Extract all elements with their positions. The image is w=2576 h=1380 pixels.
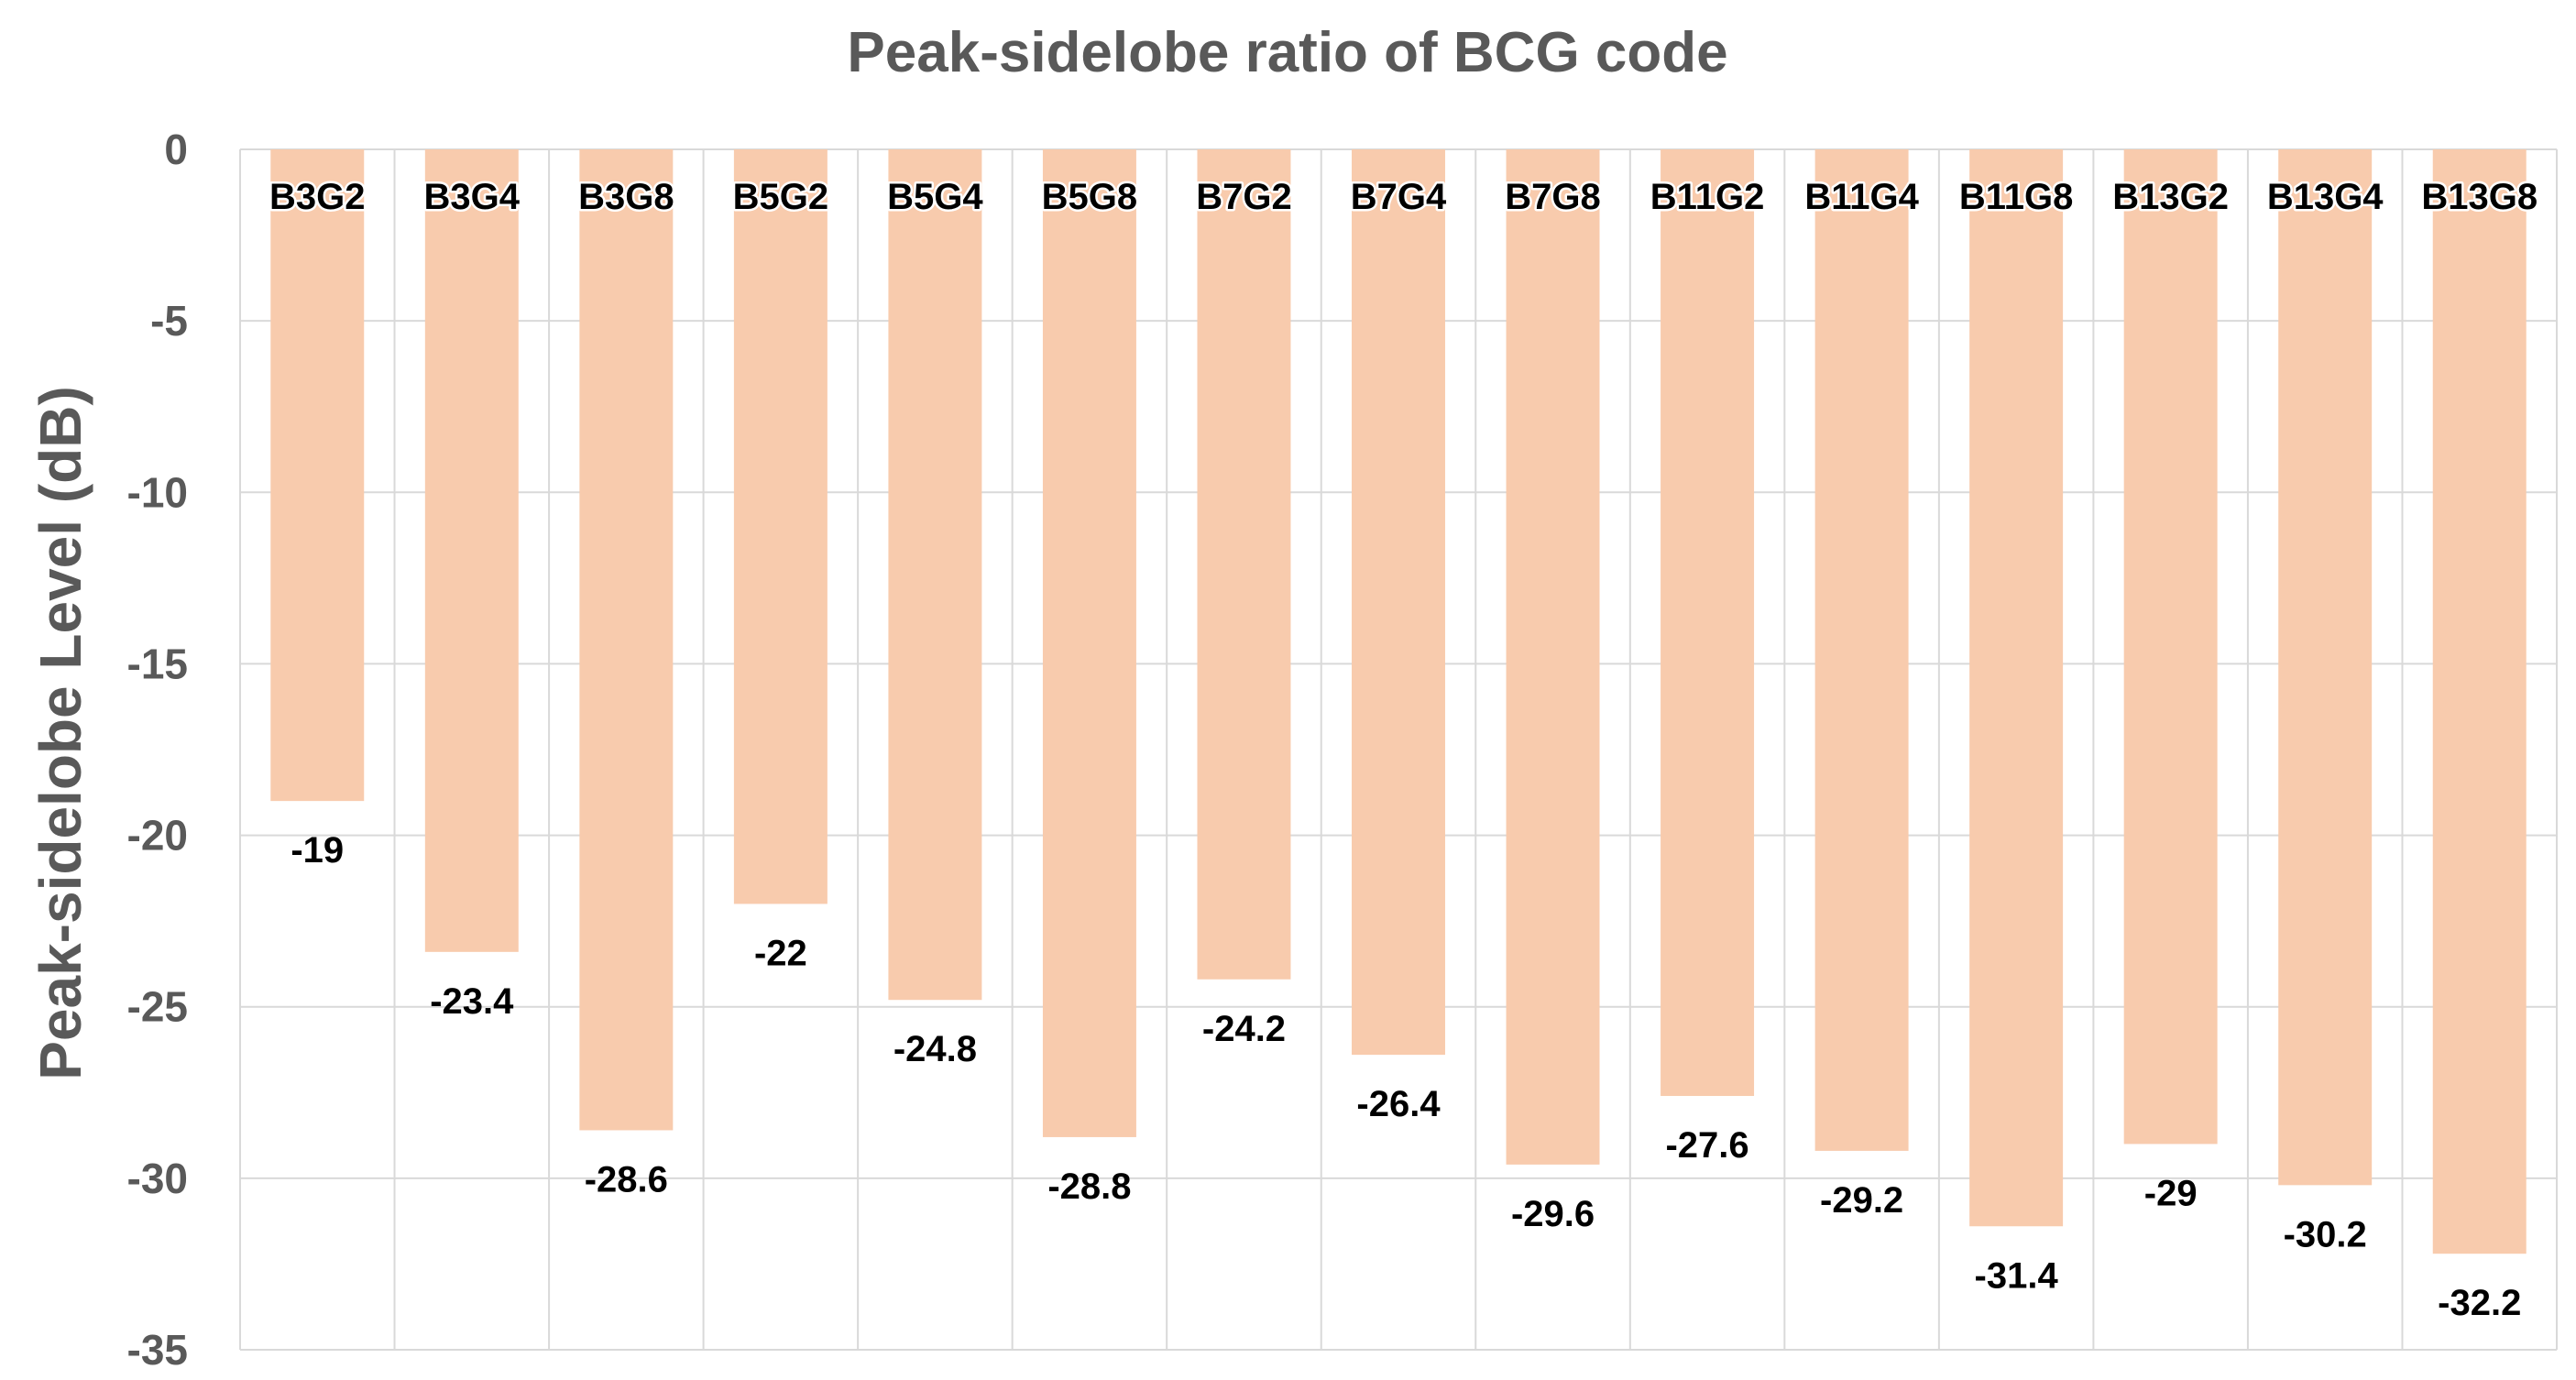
category-label: B7G8 [1505,177,1601,217]
bar [1814,149,1909,1151]
bar [1969,149,2064,1227]
y-axis-label: Peak-sidelobe Level (dB) [27,386,93,1080]
bar [2123,149,2218,1145]
bar [270,149,365,802]
category-label: B5G4 [887,177,983,217]
data-label: -29.2 [1820,1180,1903,1221]
y-tick-label: -30 [127,1155,188,1202]
category-label: B11G2 [1650,177,1765,217]
category-label: B7G2 [1196,177,1292,217]
data-label: -29 [2144,1173,2198,1213]
bar [1506,149,1600,1165]
category-label: B13G8 [2421,177,2538,217]
category-label: B3G8 [578,177,674,217]
data-label: -26.4 [1356,1084,1441,1124]
bar [1661,149,1755,1097]
bar [1042,149,1136,1137]
category-label: B13G4 [2267,177,2384,217]
category-label: B5G8 [1042,177,1138,217]
bar [888,149,982,1001]
y-tick-label: -5 [150,297,188,345]
data-label: -19 [290,830,344,871]
y-tick-label: 0 [164,126,188,173]
data-label: -24.2 [1202,1009,1286,1049]
bar [579,149,674,1131]
y-tick-label: -35 [127,1326,188,1374]
data-label: -29.6 [1511,1194,1595,1234]
data-label: -31.4 [1975,1255,2059,1296]
data-label: -24.8 [893,1029,977,1069]
category-label: B3G2 [269,177,366,217]
y-tick-label: -25 [127,983,188,1031]
bar [1197,149,1291,980]
category-label: B7G4 [1351,177,1447,217]
bar [424,149,519,952]
bars [270,149,2527,1254]
data-label: -23.4 [430,981,514,1022]
category-label: B11G4 [1804,177,1919,217]
category-label: B13G2 [2112,177,2229,217]
bar [733,149,828,904]
bar [1352,149,1445,1056]
data-label: -32.2 [2438,1283,2521,1323]
category-label: B5G2 [733,177,829,217]
data-label: -28.6 [585,1159,668,1199]
data-label: -28.8 [1047,1166,1131,1207]
data-label: -22 [754,933,807,973]
data-label: -27.6 [1665,1125,1748,1166]
y-tick-label: -10 [127,468,188,516]
y-tick-label: -15 [127,640,188,687]
labels: 0 -5 -10 -15 -20 -25 -30 -35 B3G2 -19 B3G4 -23.4 B3G… [127,126,2540,1374]
category-label: B11G8 [1959,177,2074,217]
y-tick-label: -20 [127,812,188,860]
chart-title: Peak-sidelobe ratio of BCG code [847,21,1727,84]
data-label: -30.2 [2284,1214,2367,1254]
bar [2278,149,2373,1186]
category-label: B3G4 [424,177,521,217]
bar [2432,149,2527,1254]
